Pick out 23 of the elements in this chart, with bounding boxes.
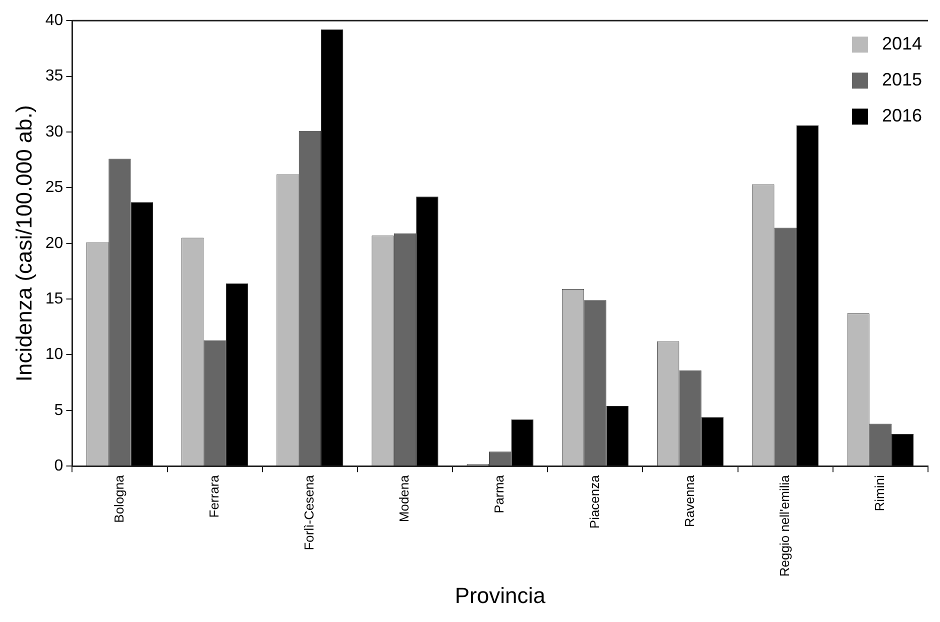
y-tick-label: 25	[45, 179, 64, 196]
x-axis-title: Provincia	[454, 582, 546, 608]
legend-label: 2014	[882, 34, 922, 54]
x-tick-label: Ravenna	[682, 474, 697, 528]
x-tick-label: Forlì-Cesena	[302, 474, 316, 550]
y-tick-label: 5	[54, 402, 64, 419]
y-tick-label: 15	[45, 290, 64, 308]
y-tick-label: 20	[45, 234, 64, 252]
x-tick-label: Ferrara	[206, 474, 222, 518]
y-tick-label: 40	[45, 12, 64, 30]
y-tick-label: 30	[45, 123, 64, 140]
x-tick-label: Piacenza	[586, 474, 602, 529]
x-tick-label: Modena	[396, 474, 412, 522]
y-tick-label: 35	[45, 68, 64, 85]
x-tick-label: Parma	[492, 474, 507, 514]
x-tick-label: Reggio nell'emilia	[776, 474, 792, 577]
y-axis-title: Incidenza (casi/100.000 ab.)	[11, 105, 36, 382]
x-tick-label: Rimini	[872, 475, 888, 512]
y-tick-label: 10	[45, 346, 64, 364]
x-tick-label: Bologna	[111, 474, 126, 523]
legend-label: 2015	[882, 70, 922, 90]
legend-label: 2016	[882, 106, 922, 126]
y-tick-label: 0	[54, 458, 64, 475]
